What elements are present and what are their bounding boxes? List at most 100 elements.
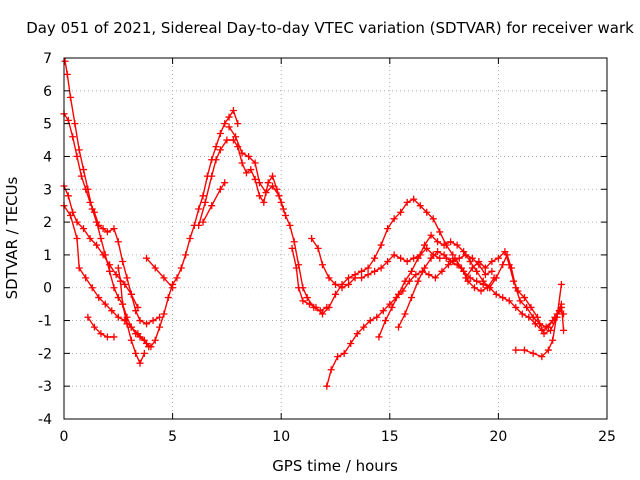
series-track-h [199, 179, 229, 226]
series-track-d [60, 202, 153, 351]
data-point [481, 264, 489, 272]
data-point [223, 136, 231, 144]
y-tick-label: 5 [43, 117, 52, 133]
data-point [557, 300, 565, 308]
y-tick-label: 1 [43, 248, 52, 264]
y-tick-label: -4 [38, 412, 52, 428]
data-point [347, 340, 355, 348]
data-point [340, 349, 348, 357]
data-point [199, 192, 207, 200]
data-point [460, 248, 468, 256]
data-point [388, 303, 396, 311]
data-point [538, 353, 546, 361]
data-point [436, 228, 444, 236]
data-point [114, 264, 122, 272]
data-point [410, 195, 418, 203]
data-point [97, 235, 105, 242]
data-point [275, 192, 283, 200]
data-point [82, 185, 90, 193]
y-tick-label: -3 [38, 379, 52, 395]
data-series [60, 57, 568, 390]
data-point [499, 261, 507, 269]
data-point [93, 241, 101, 249]
series-track-e [84, 313, 118, 341]
data-point [299, 297, 307, 305]
data-point [186, 235, 194, 242]
data-point [67, 212, 75, 220]
data-point [358, 267, 366, 275]
data-point [216, 129, 224, 137]
data-point [499, 294, 507, 302]
series-track-g [143, 254, 177, 292]
data-point [360, 323, 368, 331]
data-point [412, 271, 420, 279]
data-point [366, 317, 374, 325]
data-point [177, 264, 185, 272]
data-point [110, 225, 118, 233]
data-point [394, 323, 402, 331]
data-point [429, 215, 437, 223]
data-point [414, 277, 422, 285]
data-point [145, 343, 153, 351]
data-point [549, 336, 557, 344]
y-tick-label: 7 [43, 51, 52, 67]
x-axis-label: GPS time / hours [272, 457, 398, 475]
data-point [88, 284, 96, 292]
data-point [255, 192, 263, 200]
data-point [286, 221, 294, 229]
data-point [353, 330, 361, 338]
data-point [547, 326, 555, 334]
data-point [377, 241, 385, 249]
series-trace [145, 257, 174, 289]
data-point [95, 221, 103, 229]
data-point [371, 254, 379, 262]
data-point [431, 274, 439, 282]
data-point [371, 267, 379, 275]
series-trace [465, 250, 563, 335]
data-point [345, 280, 353, 288]
series-trace [202, 182, 226, 223]
data-point [453, 261, 461, 269]
data-point [160, 274, 168, 282]
data-point [156, 313, 164, 321]
data-point [80, 225, 88, 233]
series-trace [311, 238, 493, 289]
data-point [136, 359, 144, 367]
data-point [73, 152, 81, 160]
data-point [390, 251, 398, 259]
data-point [134, 330, 142, 338]
data-point [466, 257, 474, 265]
data-point [127, 323, 135, 331]
data-point [440, 241, 448, 249]
data-point [64, 116, 72, 124]
data-point [377, 264, 385, 272]
data-point [67, 93, 75, 101]
data-point [394, 290, 402, 298]
data-point [106, 261, 114, 269]
data-point [84, 313, 92, 321]
data-point [232, 133, 240, 141]
data-point [97, 330, 105, 338]
data-point [351, 274, 359, 282]
data-point [245, 152, 253, 160]
data-point [381, 317, 389, 325]
data-point [195, 205, 203, 213]
data-point [544, 346, 552, 354]
data-point [308, 235, 316, 242]
data-point [488, 267, 496, 275]
data-point [384, 225, 392, 233]
data-point [108, 307, 116, 315]
data-point [475, 257, 483, 265]
data-point [434, 248, 442, 256]
data-point [110, 284, 118, 292]
data-point [229, 107, 237, 115]
data-point [375, 333, 383, 341]
data-point [323, 382, 331, 390]
data-point [425, 271, 433, 279]
data-point [216, 146, 224, 154]
data-point [212, 156, 220, 164]
data-point [216, 185, 224, 193]
y-tick-label: -1 [38, 314, 52, 330]
data-point [123, 320, 131, 328]
